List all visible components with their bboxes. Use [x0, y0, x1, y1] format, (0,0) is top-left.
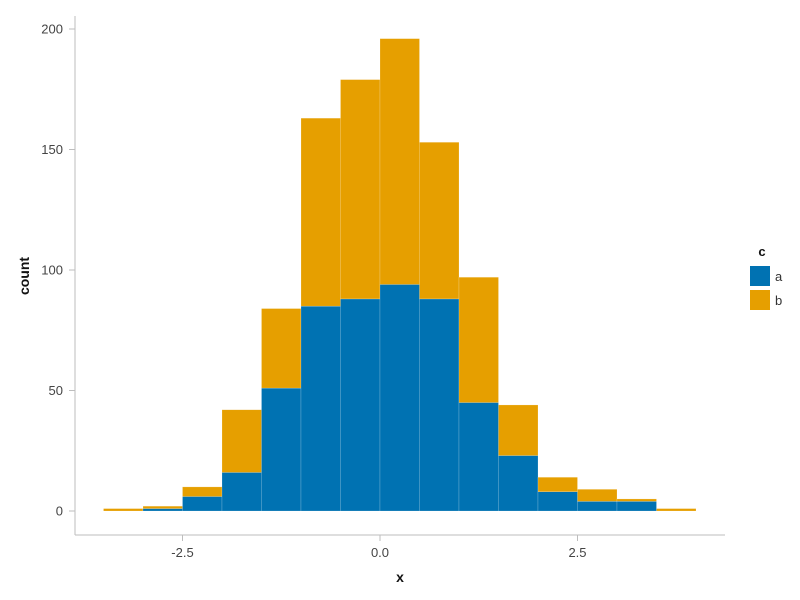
bar-b-bin-1 [142, 505, 183, 509]
bar-a-bin-9 [458, 402, 499, 512]
bar-b-bin-3 [221, 409, 262, 473]
bars-group [103, 38, 697, 512]
bar-a-bin-6 [340, 298, 381, 512]
legend: c ab [750, 244, 783, 310]
x-axis-title: x [396, 569, 404, 585]
bar-a-bin-4 [261, 387, 302, 512]
bar-b-bin-2 [182, 486, 223, 497]
x-ticks: -2.5 0.0 2.5 [171, 535, 587, 560]
y-tick-label: 0 [56, 504, 63, 519]
bar-a-bin-10 [498, 455, 539, 512]
bar-b-bin-4 [261, 308, 302, 389]
legend-label-a: a [775, 269, 783, 284]
y-tick-label: 100 [41, 263, 63, 278]
bar-a-bin-5 [300, 305, 341, 512]
y-tick-label: 150 [41, 142, 63, 157]
y-tick-label: 50 [49, 383, 63, 398]
bar-b-bin-11 [537, 477, 578, 492]
bar-b-bin-9 [458, 276, 499, 403]
y-axis-title: count [16, 257, 32, 295]
x-tick-label: -2.5 [171, 545, 193, 560]
bar-a-bin-7 [379, 284, 420, 512]
bar-b-bin-13 [616, 498, 657, 502]
bar-a-bin-12 [577, 501, 618, 512]
bar-b-bin-12 [577, 489, 618, 502]
x-tick-label: 2.5 [568, 545, 586, 560]
bar-a-bin-11 [537, 491, 578, 512]
y-tick-label: 200 [41, 22, 63, 37]
legend-title: c [758, 244, 765, 259]
bar-b-bin-10 [498, 404, 539, 456]
bar-a-bin-13 [616, 501, 657, 512]
legend-swatch-a [750, 266, 770, 286]
bar-a-bin-3 [221, 472, 262, 512]
bar-b-bin-14 [656, 508, 697, 512]
bar-b-bin-5 [300, 117, 341, 307]
legend-swatch-b [750, 290, 770, 310]
bar-b-bin-0 [103, 508, 144, 512]
bar-b-bin-7 [379, 38, 420, 285]
bar-b-bin-6 [340, 79, 381, 300]
y-ticks: 0 50 100 150 200 [41, 22, 75, 519]
bar-b-bin-8 [419, 142, 460, 300]
x-tick-label: 0.0 [371, 545, 389, 560]
bar-a-bin-8 [419, 298, 460, 512]
bar-a-bin-1 [142, 508, 183, 512]
bar-a-bin-2 [182, 496, 223, 512]
legend-label-b: b [775, 293, 782, 308]
axes-group [74, 16, 725, 536]
